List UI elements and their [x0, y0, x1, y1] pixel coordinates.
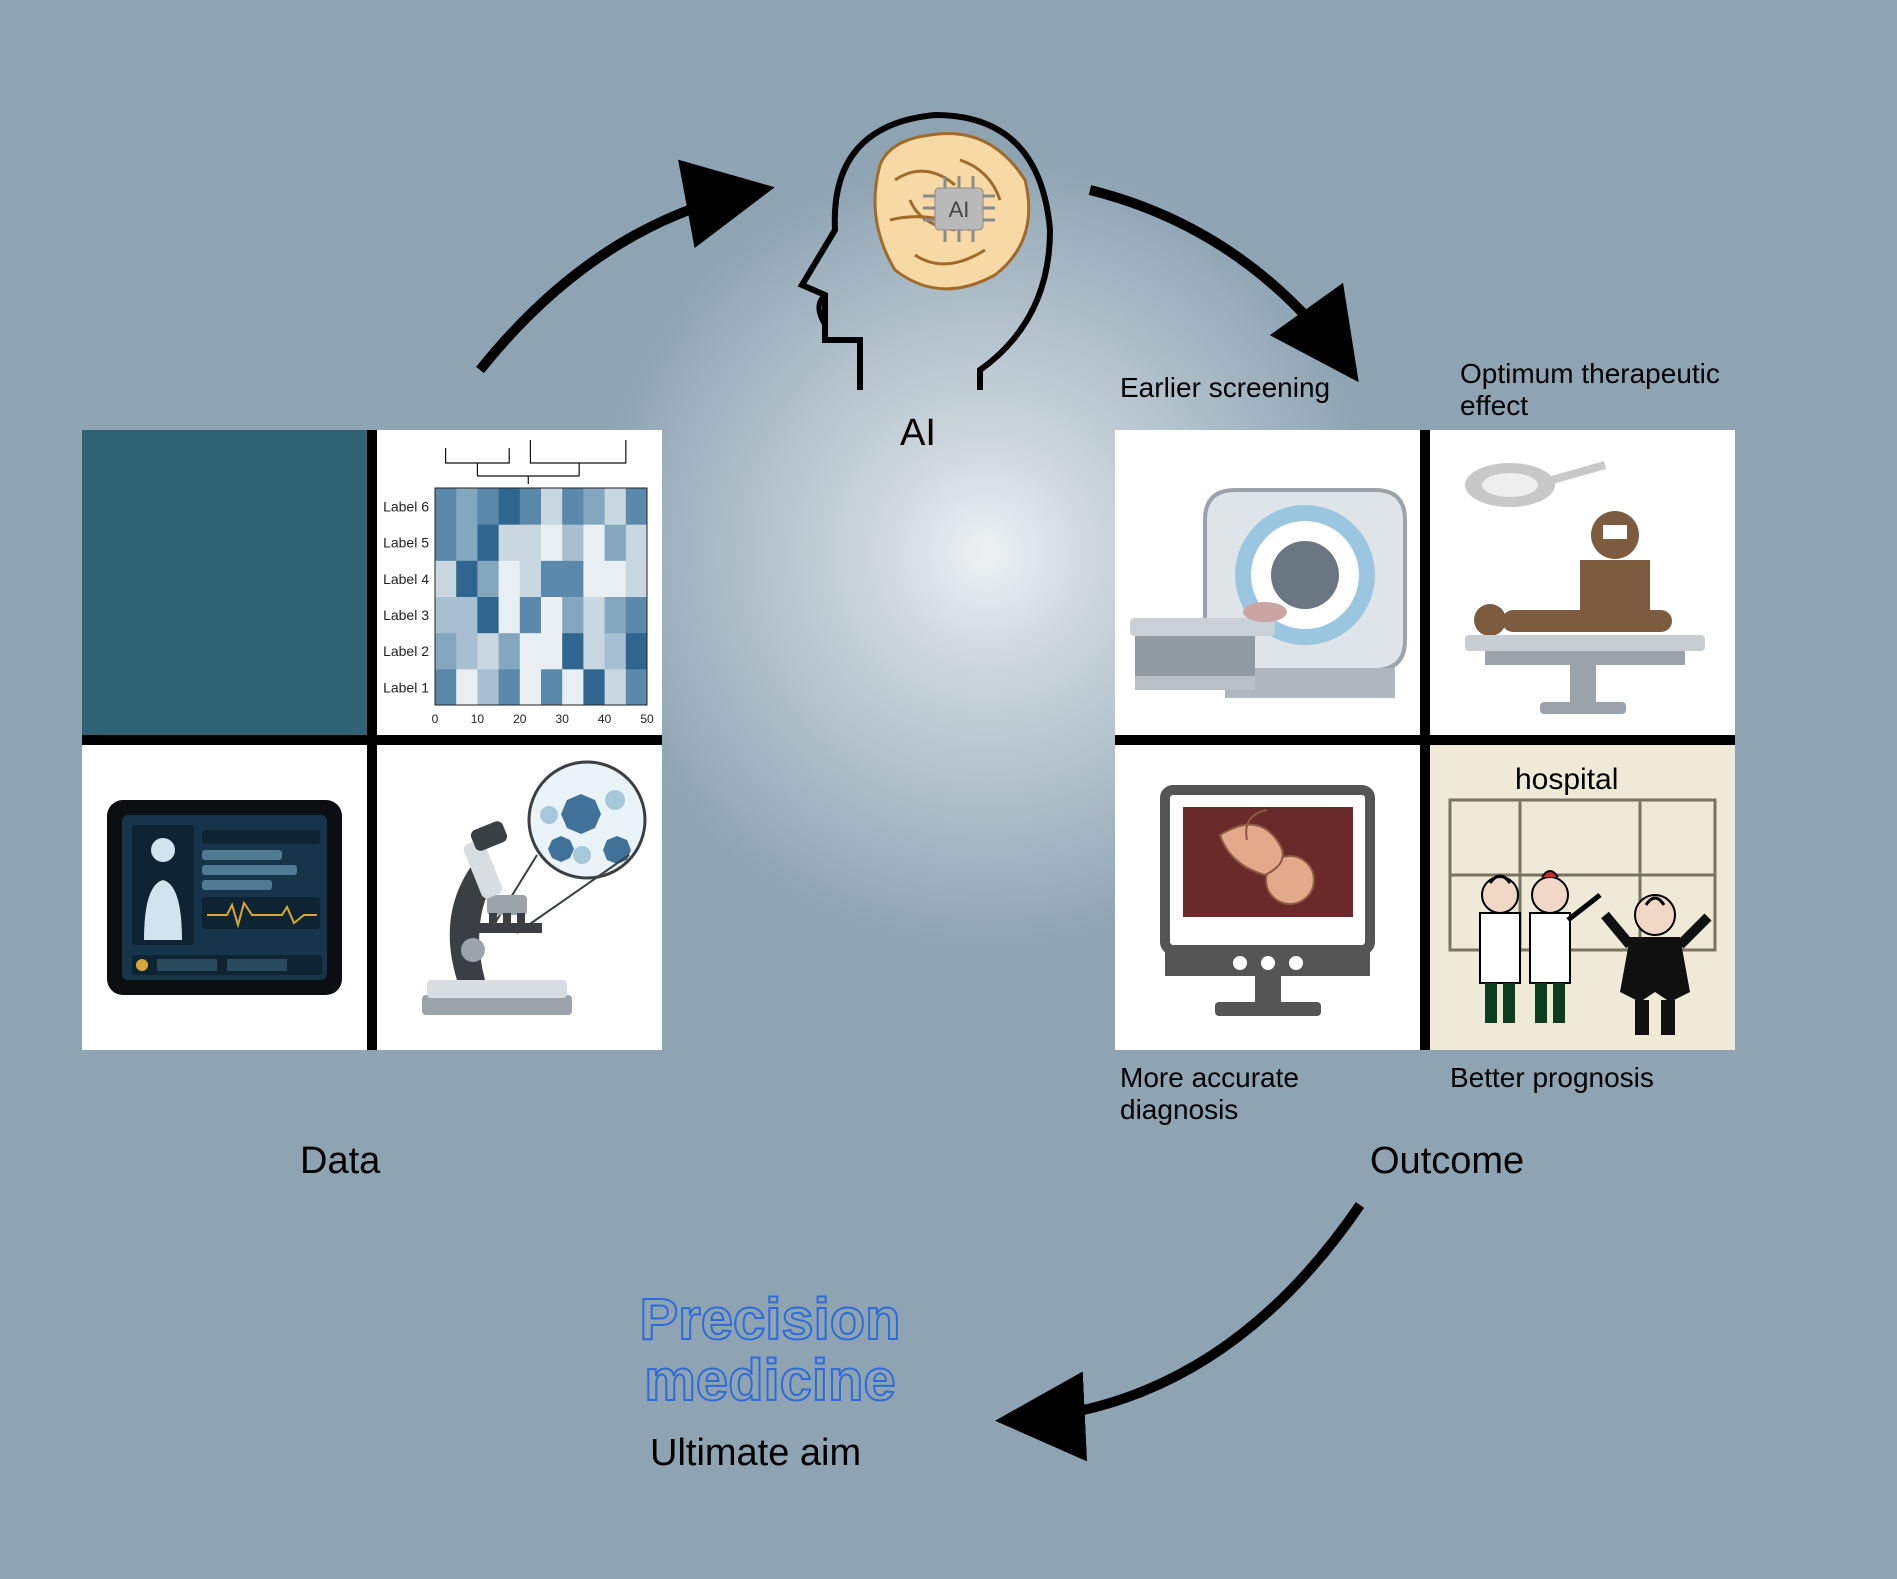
flow-arrows [0, 0, 1897, 1579]
